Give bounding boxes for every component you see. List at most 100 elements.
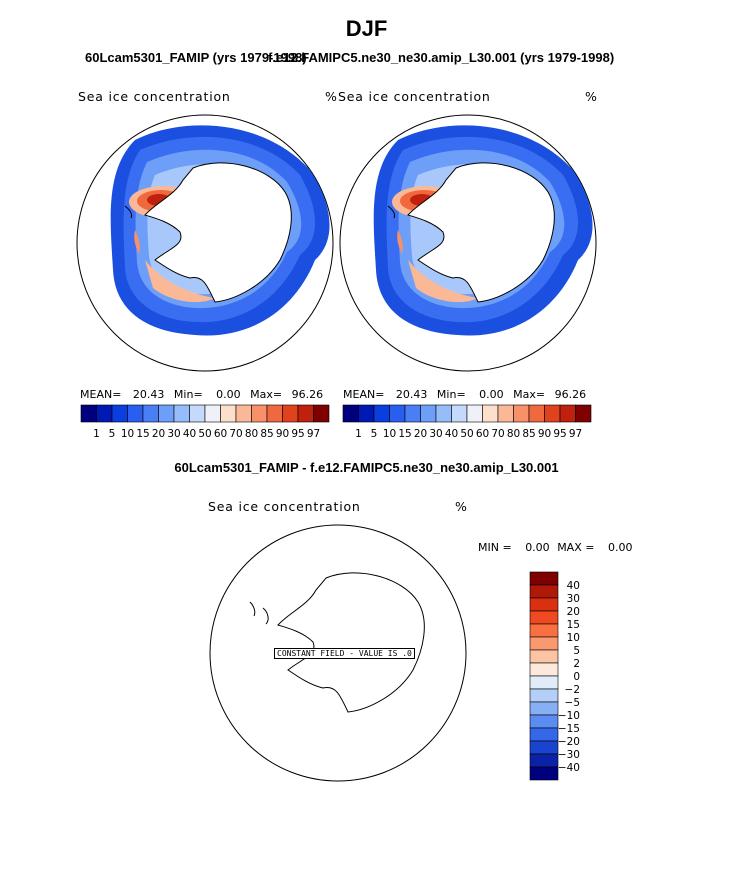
- diff-max-label: MAX =: [557, 541, 595, 554]
- right-colorbar: 1 5 10 15 20 30 40 50 60 70 80 85 90 95 97: [342, 404, 592, 440]
- left-max-label: Max=: [250, 388, 283, 401]
- colorbar-swatch: [220, 404, 237, 423]
- diff-min-value: 0.00: [525, 541, 550, 554]
- colorbar-tick-label: 60: [476, 428, 489, 440]
- colorbar-swatch: [575, 404, 592, 423]
- colorbar-swatch: [529, 662, 559, 677]
- colorbar-tick-label: 40: [445, 428, 458, 440]
- colorbar-tick-label: 97: [569, 428, 582, 440]
- right-stats: MEAN= 20.43 Min= 0.00 Max= 96.26: [343, 388, 586, 401]
- colorbar-swatch: [127, 404, 144, 423]
- colorbar-swatch: [266, 404, 283, 423]
- left-case-title: 60Lcam5301_FAMIP (yrs 1979-1998): [85, 50, 307, 65]
- right-max-label: Max=: [513, 388, 546, 401]
- colorbar-swatch: [313, 404, 330, 423]
- left-stats: MEAN= 20.43 Min= 0.00 Max= 96.26: [80, 388, 323, 401]
- colorbar-tick-label: 15: [398, 428, 411, 440]
- left-colorbar: 1 5 10 15 20 30 40 50 60 70 80 85 90 95 97: [80, 404, 330, 440]
- colorbar-tick-label: 80: [507, 428, 520, 440]
- colorbar-swatch: [451, 404, 468, 423]
- right-units-label: %: [585, 89, 598, 104]
- diff-min-label: MIN =: [478, 541, 512, 554]
- colorbar-swatch: [529, 675, 559, 690]
- colorbar-swatch: [96, 404, 113, 423]
- colorbar-tick-label: 80: [245, 428, 258, 440]
- right-mean-label: MEAN=: [343, 388, 385, 401]
- colorbar-tick-label: 40: [183, 428, 196, 440]
- colorbar-tick-label: 10: [383, 428, 396, 440]
- colorbar-swatch: [404, 404, 421, 423]
- colorbar-swatch: [529, 753, 559, 768]
- left-mean-value: 20.43: [132, 388, 165, 401]
- right-mean-value: 20.43: [395, 388, 428, 401]
- colorbar-tick-label: 1: [355, 428, 362, 440]
- colorbar-tick-label: 20: [414, 428, 427, 440]
- colorbar-tick-label: 85: [522, 428, 535, 440]
- colorbar-tick-label: 2: [573, 658, 580, 670]
- colorbar-tick-label: 10: [121, 428, 134, 440]
- colorbar-tick-label: 15: [136, 428, 149, 440]
- season-title: DJF: [345, 16, 388, 41]
- colorbar-tick-label: −40: [558, 762, 580, 774]
- colorbar-swatch: [373, 404, 390, 423]
- colorbar-swatch: [529, 766, 559, 781]
- colorbar-swatch: [435, 404, 452, 423]
- colorbar-swatch: [529, 688, 559, 703]
- colorbar-swatch: [529, 571, 559, 586]
- right-polar-map: [339, 114, 597, 372]
- colorbar-swatch: [529, 610, 559, 625]
- left-min-value: 0.00: [216, 388, 241, 401]
- colorbar-tick-label: 95: [291, 428, 304, 440]
- colorbar-swatch: [297, 404, 314, 423]
- colorbar-tick-label: 30: [567, 593, 580, 605]
- colorbar-swatch: [235, 404, 252, 423]
- diff-units-label: %: [455, 499, 468, 514]
- colorbar-swatch: [420, 404, 437, 423]
- colorbar-swatch: [529, 701, 559, 716]
- colorbar-tick-label: 70: [491, 428, 504, 440]
- colorbar-swatch: [559, 404, 576, 423]
- colorbar-swatch: [529, 623, 559, 638]
- colorbar-swatch: [358, 404, 375, 423]
- colorbar-tick-label: 85: [260, 428, 273, 440]
- colorbar-tick-label: 90: [538, 428, 551, 440]
- colorbar-tick-label: 20: [567, 606, 580, 618]
- constant-field-label: CONSTANT FIELD - VALUE IS .0: [274, 648, 415, 659]
- colorbar-tick-label: 30: [167, 428, 180, 440]
- left-min-label: Min=: [173, 388, 203, 401]
- left-units-label: %: [325, 89, 338, 104]
- colorbar-tick-label: 15: [567, 619, 580, 631]
- colorbar-tick-label: −5: [565, 697, 580, 709]
- left-max-value: 96.26: [291, 388, 324, 401]
- colorbar-swatch: [529, 636, 559, 651]
- right-max-value: 96.26: [554, 388, 587, 401]
- colorbar-swatch: [282, 404, 299, 423]
- colorbar-tick-label: 0: [573, 671, 580, 683]
- right-min-label: Min=: [436, 388, 466, 401]
- colorbar-tick-label: 1: [93, 428, 100, 440]
- colorbar-tick-label: 97: [307, 428, 320, 440]
- colorbar-tick-label: 95: [553, 428, 566, 440]
- colorbar-swatch: [389, 404, 406, 423]
- diff-stats: MIN = 0.00 MAX = 0.00: [478, 541, 632, 554]
- left-variable-label: Sea ice concentration: [78, 89, 231, 104]
- colorbar-swatch: [173, 404, 190, 423]
- colorbar-tick-label: 90: [276, 428, 289, 440]
- colorbar-swatch: [466, 404, 483, 423]
- colorbar-swatch: [529, 727, 559, 742]
- colorbar-tick-label: −30: [558, 749, 580, 761]
- colorbar-swatch: [158, 404, 175, 423]
- right-min-value: 0.00: [479, 388, 504, 401]
- left-polar-map: [76, 114, 334, 372]
- colorbar-tick-label: 20: [152, 428, 165, 440]
- colorbar-tick-label: 50: [460, 428, 473, 440]
- colorbar-swatch: [529, 584, 559, 599]
- colorbar-tick-label: 5: [109, 428, 116, 440]
- colorbar-swatch: [251, 404, 268, 423]
- colorbar-tick-label: 60: [214, 428, 227, 440]
- colorbar-swatch: [80, 404, 97, 423]
- colorbar-tick-label: −2: [565, 684, 580, 696]
- diff-max-value: 0.00: [607, 541, 633, 554]
- diff-variable-label: Sea ice concentration: [208, 499, 361, 514]
- colorbar-swatch: [189, 404, 206, 423]
